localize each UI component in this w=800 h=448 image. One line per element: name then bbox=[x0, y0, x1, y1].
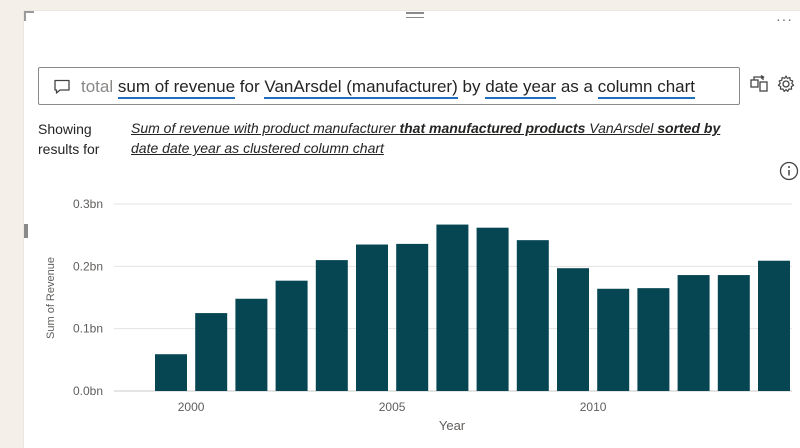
bar-2001[interactable] bbox=[235, 298, 268, 391]
chat-bubble-icon bbox=[54, 79, 70, 94]
question-word: by bbox=[462, 77, 481, 96]
bar-2012[interactable] bbox=[677, 275, 710, 391]
y-tick-label: 0.1bn bbox=[73, 322, 103, 336]
y-tick-label: 0.0bn bbox=[73, 384, 103, 398]
x-tick-label: 2005 bbox=[379, 400, 406, 414]
restatement-part: date date year as clustered column chart bbox=[131, 140, 384, 156]
interpretation-restatement[interactable]: Sum of revenue with product manufacturer… bbox=[131, 118, 751, 158]
bar-2013[interactable] bbox=[717, 275, 750, 391]
more-options-icon[interactable]: ··· bbox=[776, 11, 793, 27]
restatement-bold: sorted by bbox=[657, 120, 721, 136]
x-axis-label: Year bbox=[439, 418, 466, 433]
question-term-chart-type[interactable]: column chart bbox=[597, 77, 696, 99]
resize-handle[interactable] bbox=[24, 224, 28, 238]
question-word: for bbox=[239, 77, 260, 96]
y-tick-label: 0.3bn bbox=[73, 197, 103, 211]
bar-2008[interactable] bbox=[516, 240, 549, 391]
showing-line-2: results for bbox=[38, 141, 100, 157]
bar-2011[interactable] bbox=[637, 288, 670, 391]
bar-2007[interactable] bbox=[476, 227, 509, 391]
info-icon[interactable] bbox=[779, 161, 799, 181]
drag-handle-icon[interactable] bbox=[406, 12, 424, 24]
bar-2002[interactable] bbox=[275, 280, 308, 391]
question-text[interactable]: total sum of revenue for VanArsdel (manu… bbox=[81, 77, 696, 99]
bar-1999[interactable] bbox=[155, 354, 187, 391]
restatement-part: VanArsdel bbox=[585, 120, 658, 136]
question-prefix: total bbox=[81, 77, 114, 96]
bar-2005[interactable] bbox=[396, 243, 429, 391]
bar-2010[interactable] bbox=[597, 288, 630, 391]
gear-icon[interactable] bbox=[776, 74, 796, 94]
y-axis-label: Sum of Revenue bbox=[45, 257, 57, 339]
restatement-part: Sum of revenue with product manufacturer bbox=[131, 120, 400, 136]
turn-into-visual-icon[interactable] bbox=[749, 74, 769, 94]
bar-2004[interactable] bbox=[356, 244, 388, 391]
question-term-measure[interactable]: sum of revenue bbox=[117, 77, 236, 99]
bar-2009[interactable] bbox=[557, 268, 589, 391]
question-term-date-year[interactable]: date year bbox=[485, 77, 557, 99]
corner-marker bbox=[24, 11, 34, 21]
x-tick-label: 2000 bbox=[178, 400, 205, 414]
qa-question-input[interactable]: total sum of revenue for VanArsdel (manu… bbox=[38, 67, 740, 105]
bar-2014[interactable] bbox=[758, 260, 790, 391]
bar-2003[interactable] bbox=[315, 260, 348, 391]
restatement-bold: that manufactured products bbox=[399, 120, 586, 136]
showing-results-label: Showing results for bbox=[38, 119, 99, 159]
bar-2000[interactable] bbox=[195, 313, 228, 391]
question-word: as a bbox=[560, 77, 593, 96]
x-tick-label: 2010 bbox=[580, 400, 607, 414]
y-tick-label: 0.2bn bbox=[73, 259, 103, 273]
question-term-manufacturer[interactable]: VanArsdel (manufacturer) bbox=[264, 77, 458, 99]
bar-2006[interactable] bbox=[436, 224, 469, 391]
showing-line-1: Showing bbox=[38, 121, 92, 137]
